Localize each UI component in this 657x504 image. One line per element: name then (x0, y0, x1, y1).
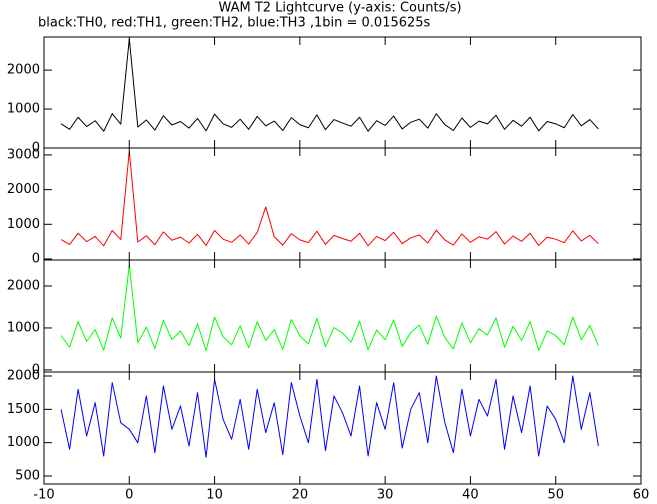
y-tick-label: 2000 (7, 369, 40, 384)
y-tick-label: 3000 (7, 147, 40, 162)
series-line (60, 375, 599, 458)
x-tick-label: 20 (292, 488, 309, 503)
x-tick-label: -10 (33, 488, 54, 503)
y-tick-label: 1000 (7, 435, 40, 450)
x-tick-label: 50 (547, 488, 564, 503)
y-tick-label: 2000 (7, 279, 40, 294)
panel-frame (43, 36, 642, 149)
y-tick-label: 1000 (7, 217, 40, 232)
y-tick-label: 500 (15, 469, 40, 484)
x-tick-label: 10 (206, 488, 223, 503)
y-tick-label: 0 (32, 362, 40, 377)
y-tick-label: 1500 (7, 402, 40, 417)
y-tick-label: 1000 (7, 320, 40, 335)
y-tick-label: 0 (32, 141, 40, 156)
panel-frame (43, 371, 642, 485)
chart-title: WAM T2 Lightcurve (y-axis: Counts/s) (218, 1, 461, 16)
y-tick-label: 1000 (7, 102, 40, 117)
series-line (60, 264, 599, 352)
chart-subtitle: black:TH0, red:TH1, green:TH2, blue:TH3 … (38, 16, 431, 31)
series-line (60, 38, 599, 132)
x-tick-label: 0 (125, 488, 133, 503)
y-tick-label: 2000 (7, 63, 40, 78)
y-tick-label: 0 (32, 251, 40, 266)
series-line (60, 150, 599, 247)
x-tick-label: 40 (462, 488, 479, 503)
panel-frame (43, 147, 642, 261)
x-tick-label: 30 (377, 488, 394, 503)
panel-frame (43, 259, 642, 373)
y-tick-label: 2000 (7, 182, 40, 197)
x-tick-label: 60 (633, 488, 650, 503)
